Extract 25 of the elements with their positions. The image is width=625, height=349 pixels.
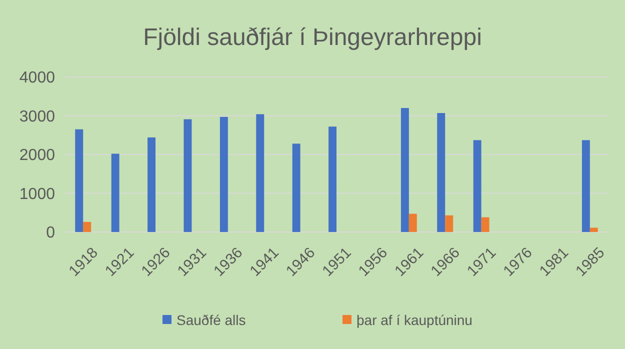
- bar: [111, 154, 120, 232]
- bar: [184, 119, 192, 232]
- bar: [220, 116, 228, 232]
- bar: [582, 140, 590, 232]
- bar: [473, 140, 482, 232]
- bar: [400, 108, 409, 232]
- bar: [75, 129, 84, 232]
- bar: [408, 214, 417, 232]
- bar: [445, 215, 454, 232]
- bar: [437, 113, 446, 232]
- bar: [481, 217, 490, 232]
- bar: [148, 137, 156, 232]
- bar: [292, 144, 300, 232]
- bar: [328, 126, 336, 232]
- y-tick-label: 4000: [19, 70, 56, 87]
- bar: [83, 222, 92, 232]
- bar: [256, 114, 264, 232]
- y-tick-label: 2000: [19, 147, 56, 164]
- y-tick-label: 1000: [19, 186, 56, 203]
- legend-label: Sauðfé alls: [176, 312, 246, 328]
- legend-label: þar af í kauptúninu: [356, 312, 472, 328]
- chart-title: Fjöldi sauðfjár í Þingeyrarhreppi: [143, 24, 482, 51]
- bar: [590, 228, 598, 232]
- y-tick-label: 3000: [19, 108, 56, 126]
- y-tick-label: 0: [46, 224, 56, 242]
